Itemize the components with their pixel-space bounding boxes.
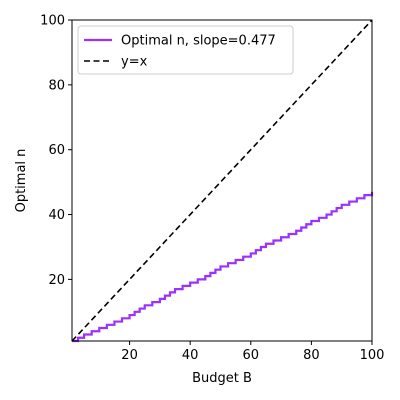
x-tick-label: 100 [360, 348, 385, 363]
x-tick-label: 40 [182, 348, 199, 363]
legend-label-0: Optimal n, slope=0.477 [121, 34, 276, 49]
series-line-1 [71, 19, 373, 342]
x-axis-label: Budget B [192, 371, 252, 386]
x-tick-label: 80 [303, 348, 320, 363]
y-axis-label: Optimal n [14, 149, 29, 213]
series-line-0 [72, 191, 374, 343]
x-tick-label: 20 [121, 348, 138, 363]
y-tick-label: 80 [48, 78, 65, 93]
legend-box [77, 25, 294, 75]
legend: Optimal n, slope=0.477 y=x [77, 25, 294, 75]
plot-area [71, 19, 374, 343]
axes: 20 40 60 80 100 20 40 60 80 100 Budget B Optimal n [14, 14, 384, 387]
x-tick-label: 60 [243, 348, 260, 363]
y-tick-label: 40 [48, 208, 65, 223]
legend-label-1: y=x [121, 55, 148, 70]
axes-frame [71, 19, 373, 342]
y-tick-label: 100 [40, 14, 65, 29]
y-tick-label: 60 [48, 143, 65, 158]
y-tick-label: 20 [48, 273, 65, 288]
